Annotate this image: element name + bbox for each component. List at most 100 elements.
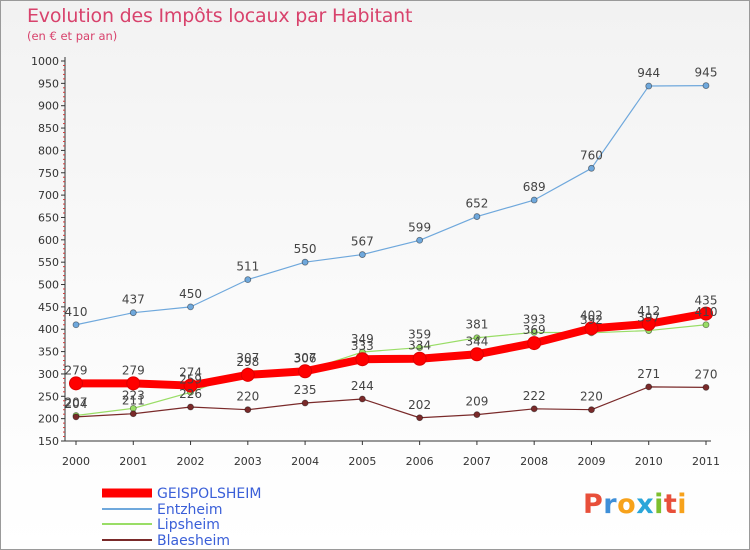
data-label-lipsheim: 397	[637, 311, 660, 325]
y-tick-label: 250	[38, 390, 59, 403]
y-tick-label: 200	[38, 413, 59, 426]
x-tick-label: 2003	[234, 455, 262, 468]
y-tick-label: 900	[38, 100, 59, 113]
x-tick-label: 2001	[119, 455, 147, 468]
logo-letter: i	[654, 489, 664, 520]
data-point-entzheim	[473, 213, 481, 220]
data-point-blaesheim	[702, 383, 710, 391]
data-point-geispolsheim	[641, 316, 656, 331]
data-point-geispolsheim	[699, 306, 713, 321]
data-point-geispolsheim	[584, 321, 599, 336]
data-label-entzheim: 945	[695, 66, 718, 80]
data-point-geispolsheim	[412, 351, 427, 366]
data-point-entzheim	[416, 236, 424, 244]
data-label-lipsheim: 307	[294, 351, 317, 365]
logo-letter: i	[677, 489, 688, 520]
data-label-geispolsheim: 344	[465, 334, 488, 348]
x-tick-label: 2011	[692, 455, 720, 468]
legend-label-blaesheim: Blaesheim	[157, 533, 230, 549]
data-point-geispolsheim	[183, 378, 198, 393]
data-point-entzheim	[187, 303, 194, 311]
data-label-entzheim: 652	[465, 197, 488, 211]
data-label-lipsheim: 392	[580, 313, 603, 327]
data-label-entzheim: 410	[65, 305, 88, 319]
y-tick-label: 950	[38, 77, 59, 90]
data-label-blaesheim: 270	[695, 367, 718, 381]
data-label-entzheim: 689	[523, 180, 546, 194]
data-point-blaesheim	[530, 405, 538, 413]
data-label-blaesheim: 220	[580, 390, 603, 404]
data-label-lipsheim: 359	[408, 328, 431, 342]
data-point-entzheim	[72, 321, 80, 329]
data-label-geispolsheim: 274	[179, 366, 202, 380]
data-point-entzheim	[530, 196, 538, 204]
data-point-entzheim	[301, 258, 309, 266]
data-label-entzheim: 437	[122, 293, 145, 307]
series-line-blaesheim	[75, 386, 707, 419]
data-label-entzheim: 450	[179, 287, 202, 301]
data-point-geispolsheim	[126, 376, 141, 391]
y-tick-label: 850	[38, 122, 59, 135]
data-label-blaesheim: 204	[65, 397, 88, 411]
y-tick-label: 300	[38, 368, 59, 381]
proxiti-logo: Proxiti	[583, 489, 687, 520]
data-label-blaesheim: 220	[236, 390, 259, 404]
data-label-entzheim: 550	[294, 242, 317, 256]
data-point-geispolsheim	[69, 376, 83, 391]
data-point-blaesheim	[473, 411, 481, 419]
y-tick-label: 700	[38, 189, 59, 202]
data-point-lipsheim	[416, 344, 424, 351]
logo-letter: x	[636, 489, 655, 520]
data-label-geispolsheim: 279	[122, 363, 145, 377]
data-label-lipsheim: 259	[179, 372, 202, 386]
series-line-geispolsheim	[72, 309, 710, 390]
data-label-entzheim: 760	[580, 148, 603, 162]
data-label-geispolsheim: 298	[236, 355, 259, 369]
data-point-lipsheim	[473, 334, 481, 342]
legend-label-entzheim: Entzheim	[157, 502, 223, 518]
data-point-blaesheim	[588, 406, 595, 414]
data-point-blaesheim	[129, 410, 137, 418]
y-tick-label: 650	[38, 211, 59, 224]
series-lines	[69, 82, 713, 422]
data-point-blaesheim	[416, 414, 424, 422]
data-label-geispolsheim: 306	[294, 351, 317, 365]
data-point-entzheim	[588, 164, 595, 172]
data-label-lipsheim: 381	[465, 318, 488, 332]
data-label-blaesheim: 211	[122, 394, 145, 408]
data-label-lipsheim: 307	[236, 351, 259, 365]
data-label-blaesheim: 244	[351, 379, 374, 393]
data-label-lipsheim: 410	[695, 305, 718, 319]
data-label-geispolsheim: 435	[695, 294, 718, 308]
data-label-blaesheim: 226	[179, 387, 202, 401]
data-label-entzheim: 567	[351, 235, 374, 249]
data-label-blaesheim: 235	[294, 383, 317, 397]
data-label-geispolsheim: 369	[523, 323, 546, 337]
data-label-blaesheim: 209	[465, 395, 488, 409]
data-label-geispolsheim: 402	[580, 308, 603, 322]
legend-label-lipsheim: Lipsheim	[157, 517, 220, 533]
data-point-geispolsheim	[469, 347, 484, 362]
data-label-entzheim: 599	[408, 220, 431, 234]
logo-letter: t	[663, 489, 678, 520]
data-label-lipsheim: 393	[523, 312, 546, 326]
data-point-blaesheim	[244, 406, 252, 414]
logo-letter: P	[583, 489, 604, 520]
data-label-geispolsheim: 412	[637, 304, 660, 318]
x-tick-label: 2000	[62, 455, 90, 468]
data-label-blaesheim: 202	[408, 398, 431, 412]
y-tick-label: 400	[38, 323, 59, 336]
data-label-lipsheim: 349	[351, 332, 374, 346]
x-tick-label: 2004	[291, 455, 319, 468]
axes: 150 200 250 300 350 400 450 500 550 600 650 700 750 8…	[31, 55, 720, 468]
y-tick-label: 500	[38, 279, 59, 292]
logo-letter: r	[603, 489, 618, 520]
data-point-entzheim	[358, 251, 366, 258]
x-tick-label: 2007	[463, 455, 491, 468]
y-tick-label: 350	[38, 346, 59, 359]
x-tick-label: 2002	[177, 455, 205, 468]
data-labels: 207 223 259 307 307 349 359 381 393 392 397 410 204 2…	[65, 66, 718, 412]
data-label-entzheim: 944	[637, 66, 660, 80]
